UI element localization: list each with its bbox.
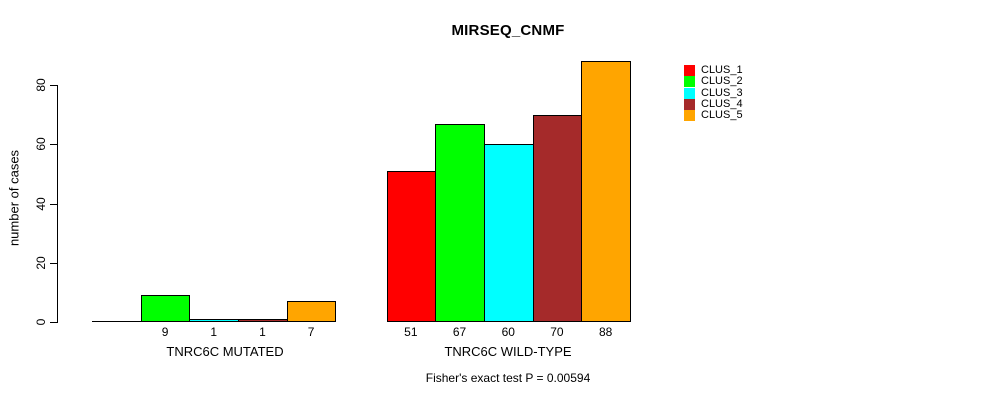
bar-clus_1 (386, 171, 437, 322)
bar-value-label: 67 (452, 325, 467, 339)
x-category-label: TNRC6C WILD-TYPE (444, 344, 572, 359)
legend-swatch-clus_3 (684, 87, 695, 99)
bar-clus_2 (140, 295, 191, 322)
bar-value-label: 51 (404, 325, 418, 339)
legend-label: CLUS_4 (701, 97, 743, 110)
bar-value-label: 88 (598, 325, 613, 339)
footnote-text: Fisher's exact test P = 0.00594 (425, 371, 591, 385)
legend-label: CLUS_5 (701, 109, 743, 121)
legend-swatch-clus_4 (684, 98, 695, 110)
bar-clus_1 (92, 321, 142, 322)
y-tick-mark (50, 262, 57, 264)
legend-label: CLUS_1 (701, 64, 743, 76)
bar-clus_3 (189, 319, 240, 322)
y-tick-label: 60 (34, 137, 48, 151)
y-tick-mark (50, 203, 57, 205)
legend-label: CLUS_2 (701, 75, 743, 88)
bar-value-label: 70 (550, 325, 564, 339)
y-tick-label: 0 (34, 318, 48, 326)
bar-clus_2 (435, 124, 485, 322)
bar-value-label: 1 (210, 325, 218, 339)
y-tick-mark (50, 85, 57, 86)
bar-value-label: 9 (161, 325, 169, 339)
y-tick-label: 80 (34, 78, 48, 92)
y-tick-mark (50, 322, 57, 323)
x-category-label: TNRC6C MUTATED (166, 344, 284, 359)
bar-value-label: 1 (259, 325, 266, 339)
bar-clus_5 (581, 61, 631, 322)
bar-clus_5 (286, 301, 337, 322)
bar-clus_4 (532, 115, 583, 322)
y-axis-line (57, 85, 58, 323)
bar-value-label: 60 (501, 325, 515, 339)
y-tick-mark (50, 144, 57, 146)
bar-value-label: 7 (307, 325, 315, 339)
bar-clus_4 (238, 319, 288, 322)
y-axis-title: number of cases (6, 149, 22, 247)
chart-title: MIRSEQ_CNMF (451, 22, 565, 39)
legend-label: CLUS_3 (701, 86, 743, 99)
y-tick-label: 20 (34, 256, 48, 270)
bar-clus_3 (483, 144, 534, 322)
legend-swatch-clus_2 (684, 76, 695, 88)
y-tick-label: 40 (34, 196, 48, 211)
legend-swatch-clus_1 (684, 65, 695, 76)
legend-swatch-clus_5 (684, 110, 695, 121)
